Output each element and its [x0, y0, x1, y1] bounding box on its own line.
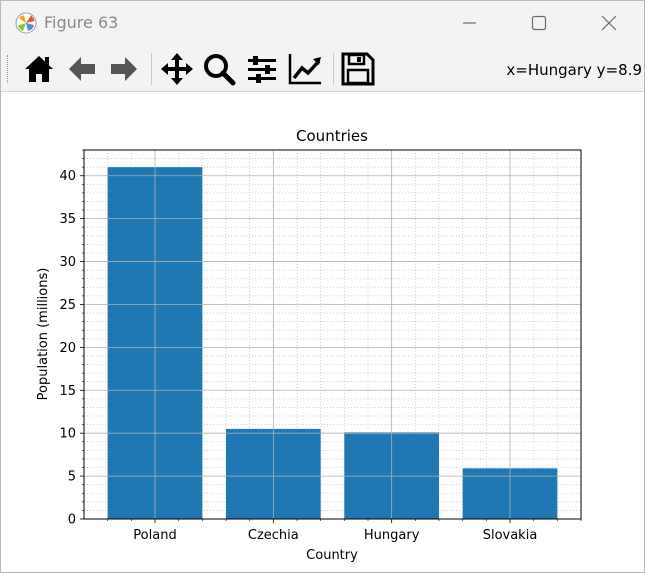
x-tick-label: Hungary [364, 528, 420, 543]
y-tick-label: 30 [59, 255, 76, 270]
bar-chart: 0 5 10 15 20 25 30 35 40 Poland Czechia Hungary Slov… [36, 127, 582, 563]
maximize-icon [531, 15, 547, 31]
magnifier-icon [204, 54, 236, 86]
axes-frame [83, 149, 582, 520]
home-button[interactable] [21, 51, 57, 87]
arrow-left-icon [69, 57, 95, 81]
home-icon [25, 56, 53, 82]
arrow-right-icon [111, 57, 137, 81]
y-tick-label: 0 [68, 513, 76, 528]
x-tick-label: Czechia [248, 528, 299, 543]
back-button[interactable] [64, 51, 100, 87]
x-tick-label: Slovakia [483, 528, 538, 543]
minimize-button[interactable] [435, 1, 505, 45]
customize-button[interactable] [287, 51, 323, 87]
matplotlib-logo-icon [15, 12, 37, 34]
move-icon [161, 53, 193, 85]
sliders-icon [248, 56, 276, 83]
close-button[interactable] [574, 1, 644, 45]
x-axis-label: Country [306, 548, 358, 563]
bars [107, 167, 558, 519]
maximize-button[interactable] [504, 1, 574, 45]
axis-ticks: 0 5 10 15 20 25 30 35 40 Poland Czechia Hungary Slov… [59, 169, 537, 543]
minimize-icon [463, 22, 476, 24]
chart-title: Countries [296, 127, 368, 145]
y-tick-label: 15 [59, 384, 76, 399]
save-button[interactable] [340, 51, 376, 87]
toolbar-separator [151, 53, 152, 85]
y-axis-label: Population (millions) [36, 268, 51, 401]
title-bar: Figure 63 [1, 1, 644, 45]
navigation-toolbar: x=Hungary y=8.9 [1, 45, 644, 92]
y-tick-label: 35 [59, 212, 76, 227]
zoom-button[interactable] [201, 51, 237, 87]
toolbar-separator [333, 53, 334, 85]
y-tick-label: 25 [59, 298, 76, 313]
major-grid [84, 150, 581, 520]
floppy-disk-icon [341, 52, 375, 86]
y-tick-label: 5 [68, 470, 76, 485]
x-tick-label: Poland [133, 528, 176, 543]
line-chart-icon [288, 54, 321, 85]
subplots-button[interactable] [244, 51, 280, 87]
y-tick-label: 40 [59, 169, 76, 184]
figure-canvas[interactable]: 0 5 10 15 20 25 30 35 40 Poland Czechia Hungary Slov… [1, 92, 644, 572]
toolbar-grip [7, 55, 12, 83]
window-title: Figure 63 [44, 13, 119, 32]
pan-button[interactable] [159, 51, 195, 87]
close-icon [601, 15, 617, 31]
minor-grid [84, 149, 582, 519]
cursor-coordinates: x=Hungary y=8.9 [506, 61, 642, 79]
forward-button[interactable] [106, 51, 142, 87]
y-tick-label: 20 [59, 341, 76, 356]
y-tick-label: 10 [59, 427, 76, 442]
